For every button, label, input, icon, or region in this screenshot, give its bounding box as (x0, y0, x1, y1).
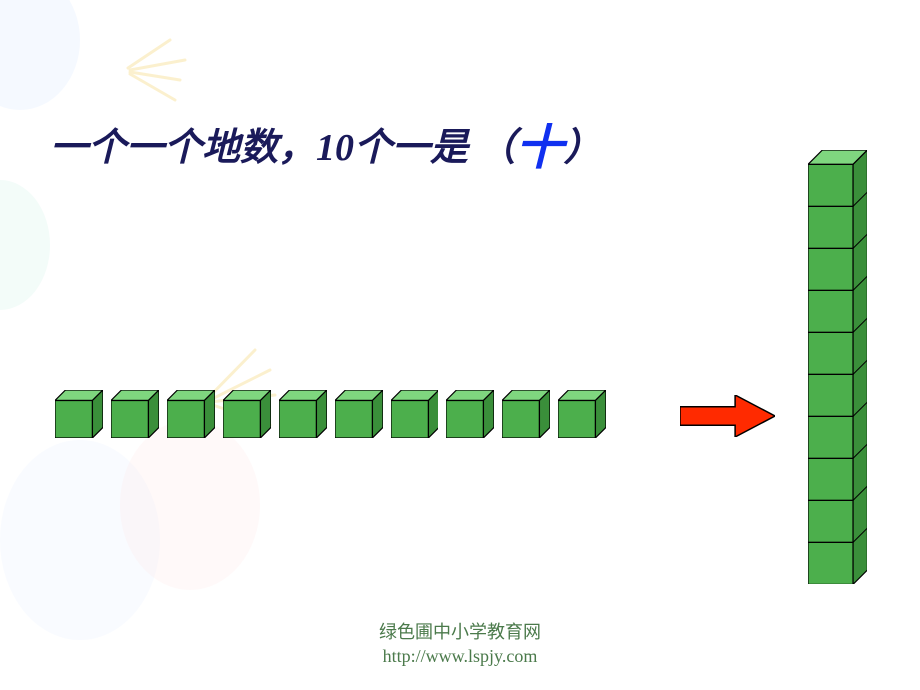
cube-unit (55, 390, 103, 438)
title-part2: 10个一是 (316, 127, 468, 169)
footer-line2: http://www.lspjy.com (0, 645, 920, 668)
bg-balloon (0, 180, 50, 310)
footer: 绿色圃中小学教育网 http://www.lspjy.com (0, 621, 920, 668)
bg-rays-icon (90, 20, 190, 120)
footer-line1: 绿色圃中小学教育网 (0, 621, 920, 644)
cube-row (55, 390, 606, 438)
cube-unit (502, 390, 550, 438)
title-paren-close: ） (564, 127, 602, 169)
title-paren-open: （ (478, 127, 516, 169)
cube-unit (223, 390, 271, 438)
cube-unit (391, 390, 439, 438)
cube-unit (446, 390, 494, 438)
page-title: 一个一个地数，10个一是 （十） (50, 108, 602, 178)
arrow-icon (680, 395, 775, 442)
title-answer: 十 (516, 122, 564, 175)
cube-unit (335, 390, 383, 438)
title-part1: 一个一个地数， (50, 127, 316, 169)
cube-unit (558, 390, 606, 438)
cube-unit (279, 390, 327, 438)
cube-unit (111, 390, 159, 438)
bg-balloon (0, 0, 80, 110)
cube-stack (808, 150, 867, 589)
cube-unit (167, 390, 215, 438)
